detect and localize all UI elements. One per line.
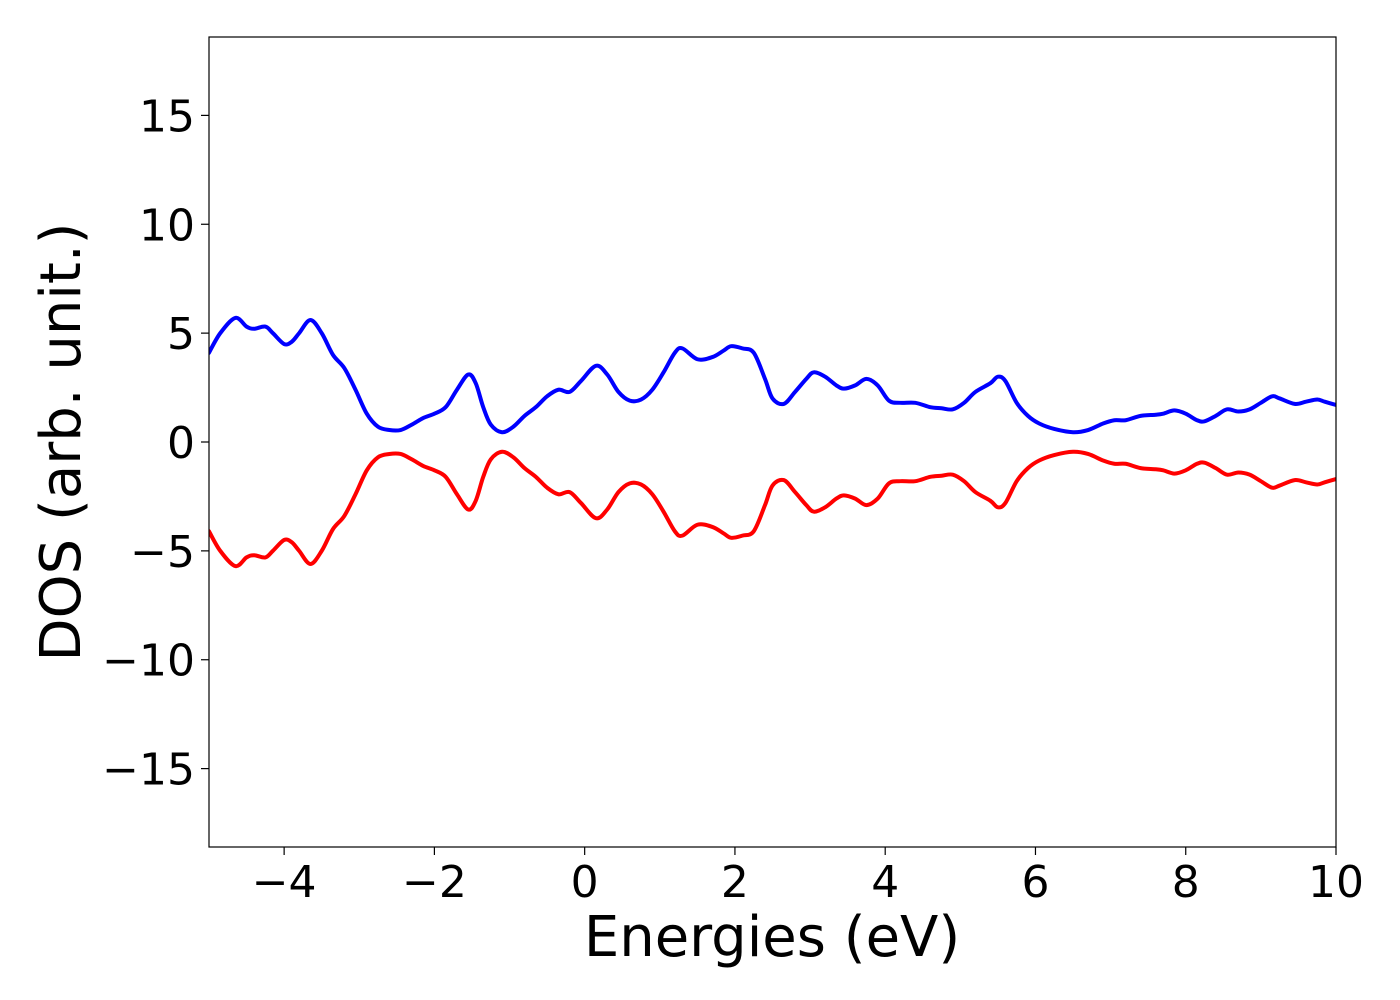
y-tick-label: −15 [102,745,195,796]
x-axis: −4 −2 0 2 4 6 8 10 [252,847,1364,908]
x-tick-label: 6 [1021,857,1049,908]
x-tick-label: 10 [1308,857,1364,908]
y-tick-label: −10 [102,636,195,687]
y-axis-title: DOS (arb. unit.) [29,222,94,661]
series-line-spin-down [209,449,1336,569]
x-tick-label: 0 [571,857,599,908]
plot-area [209,37,1336,847]
series-layer [209,315,1336,569]
x-tick-label: 8 [1172,857,1200,908]
y-tick-label: 0 [167,418,195,469]
x-tick-label: −2 [402,857,467,908]
series-line-spin-up [209,315,1336,435]
y-axis: −15 −10 −5 0 5 10 15 [102,91,209,796]
x-tick-label: 4 [871,857,899,908]
x-axis-title: Energies (eV) [584,905,960,970]
y-tick-label: −5 [130,527,195,578]
y-tick-label: 10 [139,200,195,251]
x-tick-label: 2 [721,857,749,908]
y-tick-label: 5 [167,309,195,360]
x-tick-label: −4 [252,857,317,908]
y-tick-label: 15 [139,91,195,142]
